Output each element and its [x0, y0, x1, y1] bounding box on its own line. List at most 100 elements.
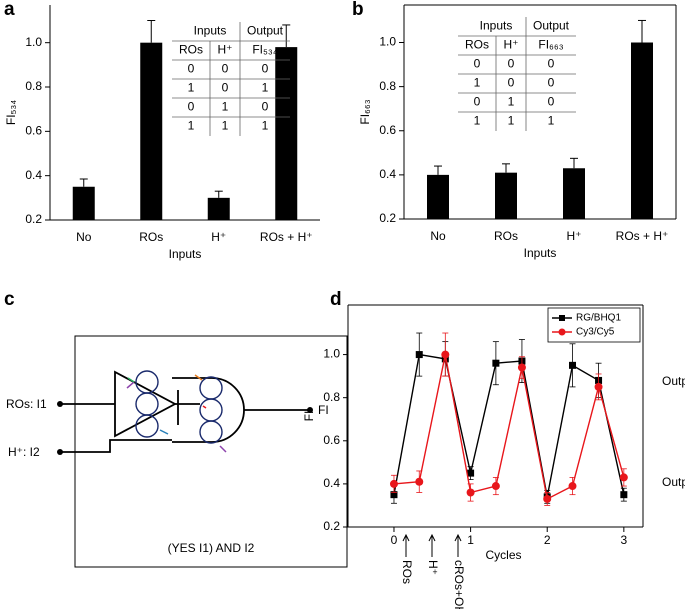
bar: [207, 197, 230, 220]
marker: [594, 382, 603, 391]
x-tick-label: H⁺: [567, 229, 582, 243]
input-label: ROs: [400, 560, 414, 584]
table-column: FI₅₃₄: [252, 43, 277, 57]
x-axis-label: Cycles: [485, 548, 521, 562]
input-arrowhead: [402, 533, 410, 542]
table-cell: 1: [222, 119, 229, 133]
table-cell: 0: [548, 57, 555, 71]
legend-marker: [558, 328, 566, 336]
y-tick-label: 1.0: [25, 35, 42, 49]
y-tick-label: 1.0: [323, 347, 340, 361]
table-cell: 1: [548, 114, 555, 128]
y-tick-label: 0.8: [323, 390, 340, 404]
marker: [467, 469, 475, 477]
bar: [140, 42, 163, 220]
x-tick-label: ROs + H⁺: [260, 230, 313, 244]
x-tick-label: No: [430, 229, 446, 243]
x-tick-label: ROs: [139, 230, 163, 244]
y-tick-label: 0.4: [25, 168, 42, 182]
x-tick-label: ROs: [494, 229, 518, 243]
marker: [415, 351, 423, 359]
panel-label: c: [4, 289, 15, 310]
x-tick-label: 3: [621, 533, 628, 547]
marker: [389, 479, 398, 488]
table-cell: 1: [188, 119, 195, 133]
table-cell: 0: [222, 81, 229, 95]
marker: [620, 491, 628, 499]
table-cell: 1: [262, 119, 269, 133]
table-column: ROs: [465, 38, 489, 52]
input-label: H⁺: I2: [8, 445, 40, 459]
y-tick-label: 1.0: [379, 35, 396, 49]
marker: [415, 477, 424, 486]
legend-box: [547, 307, 641, 343]
output-dot: [307, 407, 313, 413]
bar: [275, 47, 298, 220]
table-column: H⁺: [504, 38, 519, 52]
output-label: FI: [318, 403, 329, 417]
table-cell: 0: [222, 62, 229, 76]
bar: [563, 168, 585, 219]
marker: [517, 363, 526, 372]
marker: [441, 350, 450, 359]
bar: [72, 186, 95, 220]
input-label: H⁺: [426, 560, 440, 575]
table-header: Inputs: [194, 24, 227, 38]
table-column: ROs: [179, 43, 203, 57]
bar: [631, 42, 653, 219]
table-cell: 1: [188, 81, 195, 95]
table-cell: 1: [508, 114, 515, 128]
table-cell: 0: [262, 100, 269, 114]
x-axis-label: Inputs: [524, 246, 557, 260]
marker: [619, 473, 628, 482]
diagram-box: [74, 335, 348, 568]
table-column: FI₆₆₃: [538, 38, 563, 52]
marker: [491, 482, 500, 491]
table-cell: 0: [262, 62, 269, 76]
y-tick-label: 0.2: [323, 519, 340, 533]
series-line: [393, 354, 625, 501]
x-tick-label: ROs + H⁺: [616, 229, 669, 243]
dna-ends: [126, 374, 227, 453]
table-cell: 1: [474, 114, 481, 128]
gates: [60, 370, 308, 453]
bar: [427, 174, 449, 219]
y-axis-label: FI₅₃₄: [4, 100, 18, 125]
input-label: cROs+OH⁻: [452, 560, 466, 609]
diagram-caption: (YES I1) AND I2: [168, 541, 255, 555]
x-tick-label: 1: [467, 533, 474, 547]
y-tick-label: 0.4: [323, 476, 340, 490]
y-tick-label: 0.2: [25, 212, 42, 226]
state-label: Output 0: [662, 475, 685, 489]
y-tick-label: 0.8: [379, 79, 396, 93]
table-header: Inputs: [480, 19, 513, 33]
marker: [543, 494, 552, 503]
marker: [569, 361, 577, 369]
x-tick-label: 2: [544, 533, 551, 547]
input-label: ROs: I1: [6, 397, 47, 411]
y-tick-label: 0.2: [379, 211, 396, 225]
table-cell: 1: [508, 95, 515, 109]
table-cell: 0: [188, 100, 195, 114]
table-column: H⁺: [218, 43, 233, 57]
table-cell: 0: [548, 95, 555, 109]
legend-marker: [559, 315, 565, 321]
input-arrowhead: [454, 533, 462, 542]
y-tick-label: 0.6: [25, 124, 42, 138]
legend-label: RG/BHQ1: [576, 313, 621, 324]
x-tick-label: No: [76, 230, 92, 244]
y-axis-label: FI₆₆₃: [358, 99, 372, 124]
panel-label: a: [4, 0, 15, 20]
marker: [492, 359, 500, 367]
table-cell: 0: [508, 76, 515, 90]
table-header: Output: [533, 19, 570, 33]
legend-label: Cy3/Cy5: [576, 327, 615, 338]
table-cell: 0: [474, 95, 481, 109]
marker: [568, 482, 577, 491]
table-cell: 1: [474, 76, 481, 90]
x-tick-label: 0: [391, 533, 398, 547]
dna-structure: [135, 370, 223, 444]
table-cell: 1: [222, 100, 229, 114]
